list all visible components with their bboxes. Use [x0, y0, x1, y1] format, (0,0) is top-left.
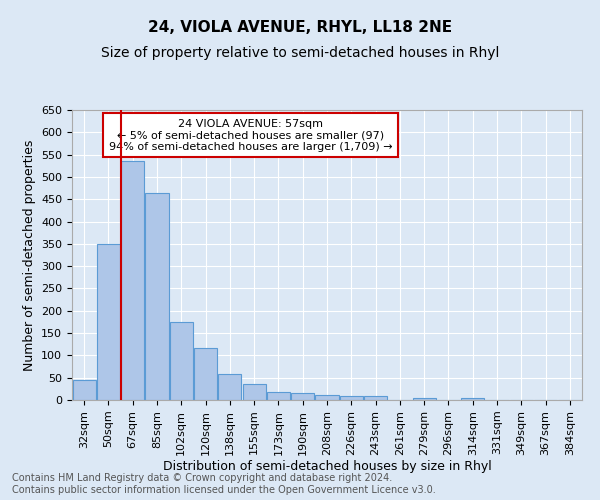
Bar: [242, 384, 266, 400]
Y-axis label: Number of semi-detached properties: Number of semi-detached properties: [23, 140, 35, 370]
Bar: [218, 374, 241, 400]
Bar: [291, 394, 314, 400]
Bar: [267, 392, 290, 400]
Text: Contains HM Land Registry data © Crown copyright and database right 2024.
Contai: Contains HM Land Registry data © Crown c…: [12, 474, 436, 495]
X-axis label: Distribution of semi-detached houses by size in Rhyl: Distribution of semi-detached houses by …: [163, 460, 491, 473]
Bar: [170, 322, 193, 400]
Bar: [97, 244, 120, 400]
Text: 24 VIOLA AVENUE: 57sqm
← 5% of semi-detached houses are smaller (97)
94% of semi: 24 VIOLA AVENUE: 57sqm ← 5% of semi-deta…: [109, 118, 392, 152]
Bar: [73, 380, 95, 400]
Bar: [461, 398, 484, 400]
Text: Size of property relative to semi-detached houses in Rhyl: Size of property relative to semi-detach…: [101, 46, 499, 60]
Bar: [121, 162, 144, 400]
Bar: [364, 396, 387, 400]
Bar: [340, 396, 363, 400]
Bar: [145, 192, 169, 400]
Bar: [413, 398, 436, 400]
Bar: [316, 394, 338, 400]
Bar: [194, 348, 217, 400]
Text: 24, VIOLA AVENUE, RHYL, LL18 2NE: 24, VIOLA AVENUE, RHYL, LL18 2NE: [148, 20, 452, 35]
